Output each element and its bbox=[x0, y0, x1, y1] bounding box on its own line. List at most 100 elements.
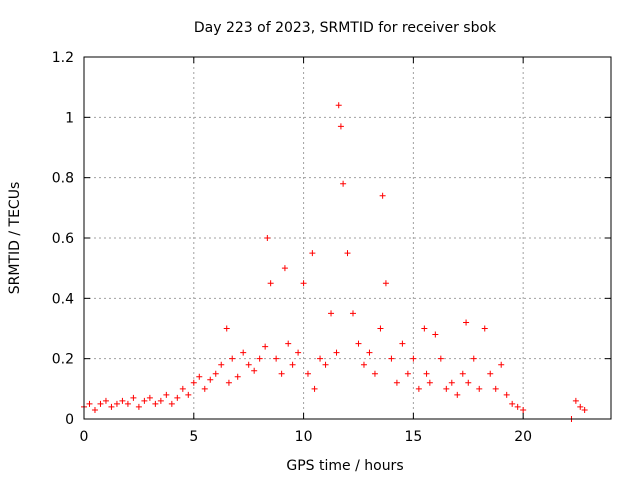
data-point bbox=[130, 394, 137, 401]
y-axis-ticks: 0 0.2 0.4 0.6 0.8 1 1.2 bbox=[52, 50, 611, 428]
data-point bbox=[141, 397, 148, 404]
y-tick-label: 1.2 bbox=[52, 50, 74, 66]
data-point bbox=[481, 325, 488, 332]
data-point bbox=[454, 391, 461, 398]
data-point bbox=[86, 400, 93, 407]
data-point bbox=[163, 391, 170, 398]
data-point bbox=[459, 370, 466, 377]
data-point bbox=[335, 102, 342, 109]
data-point bbox=[476, 385, 483, 392]
data-point bbox=[251, 367, 258, 374]
data-point bbox=[498, 361, 505, 368]
data-point bbox=[240, 349, 247, 356]
data-point bbox=[366, 349, 373, 356]
data-point bbox=[267, 280, 274, 287]
y-axis-label: SRMTID / TECUs bbox=[7, 182, 23, 295]
data-point bbox=[404, 370, 411, 377]
data-point bbox=[349, 310, 356, 317]
data-point bbox=[196, 373, 203, 380]
data-point bbox=[174, 394, 181, 401]
data-point bbox=[289, 361, 296, 368]
data-point bbox=[256, 355, 263, 362]
data-point bbox=[503, 391, 510, 398]
data-point bbox=[245, 361, 252, 368]
x-tick-label: 20 bbox=[514, 429, 532, 445]
data-point bbox=[234, 373, 241, 380]
plot-frame bbox=[83, 56, 612, 420]
data-point bbox=[157, 397, 164, 404]
data-point bbox=[577, 403, 584, 410]
data-point bbox=[119, 397, 126, 404]
data-point bbox=[514, 403, 521, 410]
data-point bbox=[225, 379, 232, 386]
data-point bbox=[344, 250, 351, 257]
data-point bbox=[212, 370, 219, 377]
data-point bbox=[264, 235, 271, 241]
grid-layer bbox=[84, 57, 611, 419]
data-point bbox=[379, 192, 386, 199]
data-point bbox=[421, 325, 428, 332]
y-tick-label: 0.6 bbox=[52, 231, 74, 247]
data-point bbox=[443, 385, 450, 392]
data-point bbox=[309, 250, 316, 257]
data-point bbox=[581, 406, 588, 413]
data-point bbox=[229, 355, 236, 362]
data-point bbox=[273, 355, 280, 362]
data-point bbox=[262, 343, 269, 350]
data-point bbox=[463, 319, 470, 326]
data-point bbox=[207, 376, 214, 383]
data-point bbox=[410, 355, 417, 362]
data-point bbox=[355, 340, 362, 347]
data-point bbox=[113, 400, 120, 407]
data-points bbox=[81, 102, 588, 422]
x-tick-label: 5 bbox=[189, 429, 198, 445]
data-point bbox=[300, 280, 307, 287]
data-point bbox=[223, 325, 230, 332]
data-point bbox=[520, 406, 527, 413]
data-point bbox=[340, 180, 347, 187]
y-tick-label: 1 bbox=[65, 110, 74, 126]
data-point bbox=[146, 394, 153, 401]
data-point bbox=[388, 355, 395, 362]
data-point bbox=[393, 379, 400, 386]
data-point bbox=[360, 361, 367, 368]
data-point bbox=[281, 265, 288, 272]
data-point bbox=[152, 400, 159, 407]
x-axis-label: GPS time / hours bbox=[286, 458, 403, 474]
data-point bbox=[432, 331, 439, 338]
data-point bbox=[91, 406, 98, 413]
data-point bbox=[218, 361, 225, 368]
data-point bbox=[509, 400, 516, 407]
data-point bbox=[465, 379, 472, 386]
data-point bbox=[317, 355, 324, 362]
data-point bbox=[179, 385, 186, 392]
x-tick-label: 0 bbox=[80, 429, 89, 445]
data-point bbox=[415, 385, 422, 392]
data-point bbox=[437, 355, 444, 362]
y-tick-label: 0.2 bbox=[52, 352, 74, 368]
data-point bbox=[470, 355, 477, 362]
data-point bbox=[97, 400, 104, 407]
data-point bbox=[190, 379, 197, 386]
data-point bbox=[185, 391, 192, 398]
data-point bbox=[328, 310, 335, 317]
data-point bbox=[124, 400, 131, 407]
x-tick-label: 15 bbox=[404, 429, 422, 445]
data-point bbox=[295, 349, 302, 356]
data-point bbox=[285, 340, 292, 347]
data-point bbox=[487, 370, 494, 377]
data-point bbox=[201, 385, 208, 392]
data-point bbox=[448, 379, 455, 386]
y-tick-label: 0.4 bbox=[52, 291, 74, 307]
x-tick-label: 10 bbox=[295, 429, 313, 445]
x-axis-ticks: 0 5 10 15 20 bbox=[80, 57, 532, 445]
data-point bbox=[492, 385, 499, 392]
data-point bbox=[333, 349, 340, 356]
data-point bbox=[278, 370, 285, 377]
data-point bbox=[304, 370, 311, 377]
data-point bbox=[423, 370, 430, 377]
data-point bbox=[337, 123, 344, 130]
data-point bbox=[399, 340, 406, 347]
data-point bbox=[102, 397, 109, 404]
